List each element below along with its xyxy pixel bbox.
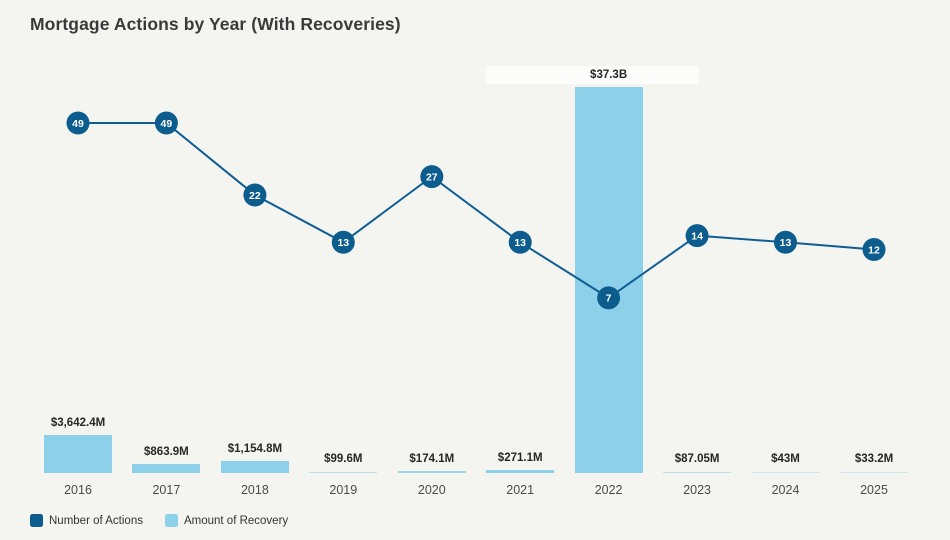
x-axis-label-2021: 2021 — [506, 483, 535, 497]
recovery-bar-2016[interactable] — [44, 435, 112, 473]
x-axis-label-2018: 2018 — [240, 483, 269, 497]
recovery-bar-2023[interactable] — [663, 471, 732, 473]
marker-value-label: 27 — [426, 171, 438, 183]
actions-marker-2023[interactable]: 14 — [685, 224, 709, 248]
marker-value-label: 12 — [868, 244, 880, 256]
marker-value-label: 49 — [72, 118, 84, 130]
recovery-value-label-2016: $3,642.4M — [50, 416, 106, 429]
recovery-value-label-2017: $863.9M — [144, 445, 189, 458]
recovery-bar-2022[interactable] — [574, 87, 643, 473]
marker-value-label: 14 — [691, 230, 703, 242]
recovery-value-label-2023: $87.05M — [674, 453, 720, 466]
actions-marker-2017[interactable]: 49 — [154, 111, 178, 135]
legend: Number of Actions Amount of Recovery — [30, 514, 288, 527]
marker-value-label: 49 — [161, 118, 173, 130]
actions-marker-2022[interactable]: 7 — [597, 286, 621, 310]
recovery-value-label-2025: $33.2M — [854, 453, 894, 466]
marker-circle-icon — [774, 230, 797, 254]
marker-circle-icon — [685, 224, 709, 248]
marker-circle-icon — [862, 238, 886, 261]
chart-title: Mortgage Actions by Year (With Recoverie… — [30, 14, 401, 34]
actions-line — [78, 122, 875, 300]
actions-marker-2016[interactable]: 49 — [66, 111, 90, 135]
x-axis-label-2020: 2020 — [417, 483, 446, 497]
legend-swatch-number-of-actions-icon — [30, 514, 43, 527]
x-axis-label-2023: 2023 — [683, 483, 711, 497]
recovery-value-label-2022: $37.3B — [590, 68, 628, 81]
recovery-bar-2020[interactable] — [397, 471, 466, 473]
recovery-value-label-2018: $1,154.8M — [227, 442, 283, 455]
recovery-bar-2017[interactable] — [132, 464, 201, 473]
marker-value-label: 13 — [780, 237, 792, 249]
legend-item-amount-of-recovery[interactable]: Amount of Recovery — [164, 514, 289, 527]
actions-marker-2025[interactable]: 12 — [862, 238, 886, 261]
marker-circle-icon — [154, 111, 178, 135]
x-axis-label-2025: 2025 — [860, 483, 888, 497]
x-axis-label-2019: 2019 — [329, 483, 358, 497]
recovery-bar-2025[interactable] — [840, 471, 908, 473]
legend-item-number-of-actions[interactable]: Number of Actions — [30, 514, 143, 527]
marker-circle-icon — [420, 165, 444, 189]
marker-circle-icon — [66, 111, 90, 135]
recovery-value-label-2024: $43M — [771, 453, 800, 466]
x-axis-label-2016: 2016 — [64, 483, 92, 497]
marker-circle-icon — [597, 286, 621, 310]
recovery-value-label-2019: $99.6M — [324, 453, 363, 466]
marker-value-label: 13 — [514, 237, 526, 249]
marker-value-label: 13 — [337, 237, 349, 249]
legend-label-number-of-actions: Number of Actions — [49, 514, 143, 527]
x-axis-label-2017: 2017 — [152, 483, 181, 497]
actions-marker-2024[interactable]: 13 — [774, 230, 797, 254]
legend-label-amount-of-recovery: Amount of Recovery — [183, 514, 289, 527]
legend-swatch-amount-of-recovery-icon — [164, 514, 178, 527]
recovery-bar-2019[interactable] — [309, 471, 378, 473]
marker-value-label: 22 — [249, 190, 261, 202]
recovery-bar-2024[interactable] — [751, 471, 820, 473]
marker-circle-icon — [243, 183, 267, 207]
recovery-bar-2021[interactable] — [486, 470, 555, 473]
recovery-value-label-2020: $174.1M — [409, 452, 455, 465]
actions-marker-2018[interactable]: 22 — [243, 183, 267, 207]
recovery-bar-2018[interactable] — [220, 461, 289, 473]
actions-marker-2021[interactable]: 13 — [508, 230, 532, 254]
x-axis-label-2024: 2024 — [771, 483, 800, 497]
marker-value-label: 7 — [606, 293, 612, 305]
marker-circle-icon — [331, 230, 355, 254]
recovery-value-label-2021: $271.1M — [497, 451, 543, 464]
actions-marker-2020[interactable]: 27 — [420, 165, 444, 189]
x-axis-label-2022: 2022 — [594, 483, 623, 497]
bar-label-highlight-band — [486, 66, 699, 84]
actions-marker-2019[interactable]: 13 — [331, 230, 355, 254]
marker-circle-icon — [508, 230, 532, 254]
